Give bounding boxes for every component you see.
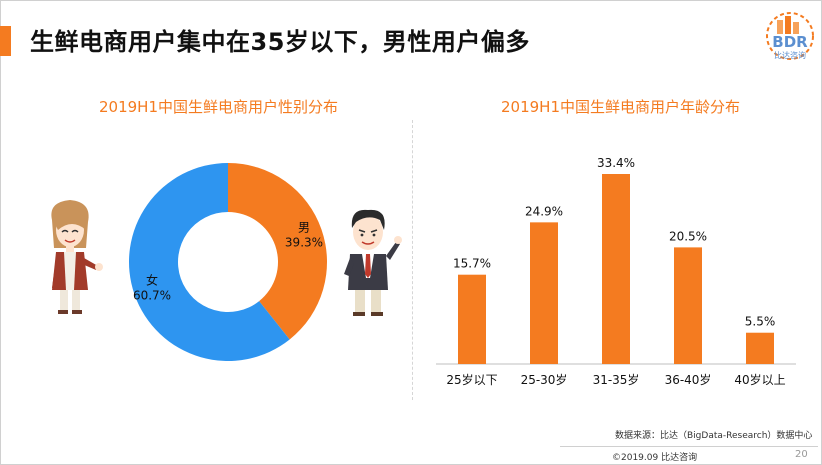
data-source-note: 数据来源：比达（BigData-Research）数据中心 [615, 431, 813, 441]
donut-slice-1 [228, 163, 327, 340]
age-bar [602, 174, 630, 364]
female-user-illustration [51, 200, 103, 314]
age-chart-title: 2019H1中国生鲜电商用户年龄分布 [501, 98, 740, 116]
bar-category-label: 25岁以下 [446, 372, 497, 387]
logo-text: BDR [772, 33, 808, 51]
page-number: 20 [795, 449, 808, 460]
gender-donut-chart: 男39.3% 女60.7% [129, 163, 327, 361]
logo-subtext: 比达咨询 [774, 51, 806, 60]
slide-title: 生鲜电商用户集中在35岁以下，男性用户偏多 [30, 28, 530, 56]
age-bar [746, 332, 774, 364]
gender-chart-area: 男39.3% 女60.7% [51, 163, 402, 361]
donut-category-label: 男 [298, 220, 310, 234]
age-bar [530, 222, 558, 364]
bar-category-label: 40岁以上 [734, 372, 785, 387]
bdr-logo: BDR 比达咨询 [764, 10, 816, 62]
donut-value-label: 39.3% [285, 235, 323, 249]
bar-value-label: 5.5% [745, 315, 776, 329]
bar-category-label: 31-35岁 [593, 372, 640, 387]
bar-category-label: 36-40岁 [665, 372, 712, 387]
bar-value-label: 33.4% [597, 156, 635, 170]
donut-category-label: 女 [146, 273, 158, 288]
gender-chart-title: 2019H1中国生鲜电商用户性别分布 [99, 98, 338, 116]
male-user-illustration [344, 209, 402, 316]
donut-value-label: 60.7% [133, 289, 171, 303]
title-accent-bar [0, 26, 11, 56]
bar-value-label: 24.9% [525, 204, 563, 218]
bar-value-label: 15.7% [453, 257, 491, 271]
donut-slice-2 [129, 163, 290, 361]
bar-category-label: 25-30岁 [521, 372, 568, 387]
age-bar [458, 274, 486, 364]
footer-divider [560, 446, 818, 447]
logo-graphic [766, 12, 814, 60]
bar-value-label: 20.5% [669, 229, 707, 243]
copyright-text: ©2019.09 比达咨询 [612, 453, 698, 463]
age-bar-chart: 15.7% 25岁以下 24.9% 25-30岁 33.4% 31-35岁 20.5% 36-… [436, 156, 796, 387]
age-bar [674, 247, 702, 364]
section-divider [412, 120, 413, 400]
